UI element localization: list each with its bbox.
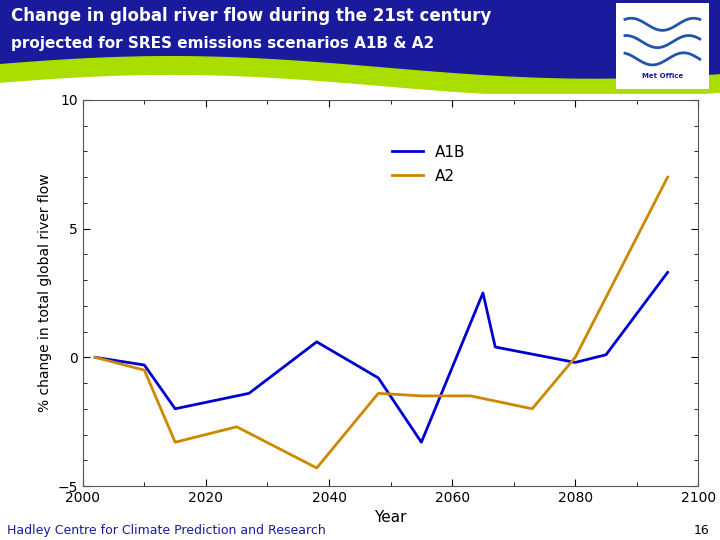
A1B: [312, 339, 321, 345]
A1B: [417, 439, 426, 446]
A2: [312, 465, 321, 471]
Text: Met Office: Met Office: [642, 73, 683, 79]
A2: [528, 406, 536, 412]
Y-axis label: % change in total global river flow: % change in total global river flow: [38, 174, 52, 412]
A1B: [233, 393, 241, 399]
A1B: [663, 269, 672, 275]
Line: A2: A2: [95, 177, 667, 468]
A1B: [491, 344, 500, 350]
A1B: [602, 352, 611, 358]
A1B: [479, 289, 487, 296]
A2: [374, 390, 382, 396]
Text: projected for SRES emissions scenarios A1B & A2: projected for SRES emissions scenarios A…: [11, 36, 434, 51]
X-axis label: Year: Year: [374, 510, 407, 525]
A1B: [571, 359, 580, 366]
A2: [571, 354, 580, 361]
A2: [233, 423, 241, 430]
A2: [91, 354, 99, 361]
A2: [171, 439, 179, 446]
Legend: A1B, A2: A1B, A2: [386, 138, 472, 190]
Text: Change in global river flow during the 21st century: Change in global river flow during the 2…: [11, 6, 491, 25]
A2: [140, 367, 149, 374]
Text: 16: 16: [693, 524, 709, 537]
A2: [467, 393, 475, 399]
A1B: [245, 390, 253, 396]
Text: Hadley Centre for Climate Prediction and Research: Hadley Centre for Climate Prediction and…: [7, 524, 326, 537]
A1B: [140, 362, 149, 368]
A1B: [171, 406, 179, 412]
Line: A1B: A1B: [95, 272, 667, 442]
A2: [663, 174, 672, 180]
A2: [417, 393, 426, 399]
A1B: [374, 375, 382, 381]
A1B: [91, 354, 99, 361]
